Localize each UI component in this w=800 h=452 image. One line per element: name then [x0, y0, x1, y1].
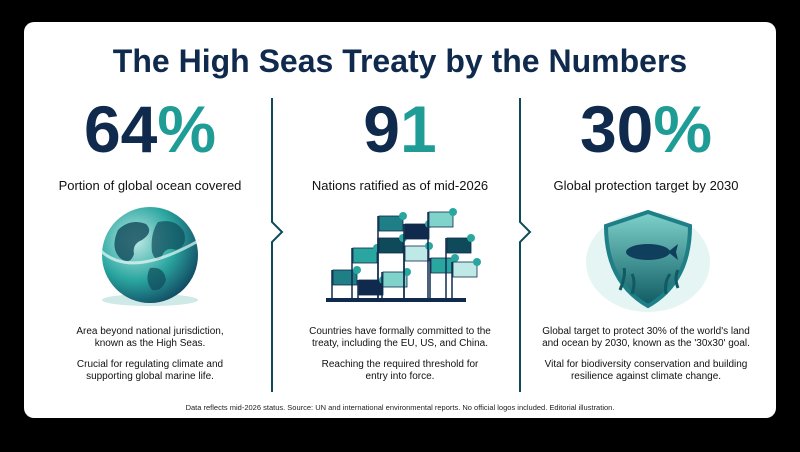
check	[473, 258, 481, 266]
footer-note: Data reflects mid-2026 status. Source: U…	[186, 403, 615, 412]
stat-accent: %	[157, 92, 216, 166]
check	[353, 266, 361, 274]
flag	[382, 271, 408, 288]
flag	[378, 215, 404, 232]
stat-label: Portion of global ocean covered	[59, 178, 242, 193]
check	[399, 212, 407, 220]
flag	[404, 245, 430, 262]
flag	[352, 247, 378, 264]
flag	[452, 261, 478, 278]
description-line: Countries have formally committed to the	[309, 326, 491, 337]
stat-accent: %	[653, 92, 712, 166]
stat-main: 9	[363, 92, 400, 166]
shield-icon	[586, 209, 710, 312]
stat: 30%	[580, 92, 712, 166]
description-line: and ocean by 2030, known as the '30x30' …	[542, 338, 750, 349]
globe-icon	[98, 207, 201, 306]
stat: 91	[363, 92, 436, 166]
description-line: entry into force.	[366, 371, 435, 382]
check	[425, 242, 433, 250]
divider	[519, 98, 532, 392]
check	[403, 268, 411, 276]
stat-main: 64	[84, 92, 158, 166]
description-line: supporting global marine life.	[86, 371, 214, 382]
flag	[446, 237, 472, 254]
stat-label: Nations ratified as of mid-2026	[312, 178, 488, 193]
flags-icon	[326, 208, 481, 302]
check	[467, 234, 475, 242]
description-line: treaty, including the EU, US, and China.	[312, 338, 488, 349]
stat: 64%	[84, 92, 216, 166]
stat-label: Global protection target by 2030	[553, 178, 738, 193]
description-line: Global target to protect 30% of the worl…	[542, 326, 750, 337]
title: The High Seas Treaty by the Numbers	[113, 43, 687, 79]
description-line: Reaching the required threshold for	[322, 359, 479, 370]
flag-base	[326, 298, 466, 302]
check	[449, 208, 457, 216]
description-line: resilience against climate change.	[571, 371, 721, 382]
check	[451, 254, 459, 262]
flag	[332, 269, 358, 286]
flag	[378, 237, 404, 254]
stat-main: 30	[580, 92, 653, 166]
flag	[358, 279, 384, 296]
flag	[428, 211, 454, 228]
description-line: Area beyond national jurisdiction,	[76, 326, 223, 337]
stat-accent: 1	[400, 92, 437, 166]
description-line: known as the High Seas.	[95, 338, 206, 349]
description-line: Vital for biodiversity conservation and …	[545, 359, 748, 370]
divider	[271, 98, 284, 392]
flag	[404, 223, 430, 240]
description-line: Crucial for regulating climate and	[77, 359, 223, 370]
